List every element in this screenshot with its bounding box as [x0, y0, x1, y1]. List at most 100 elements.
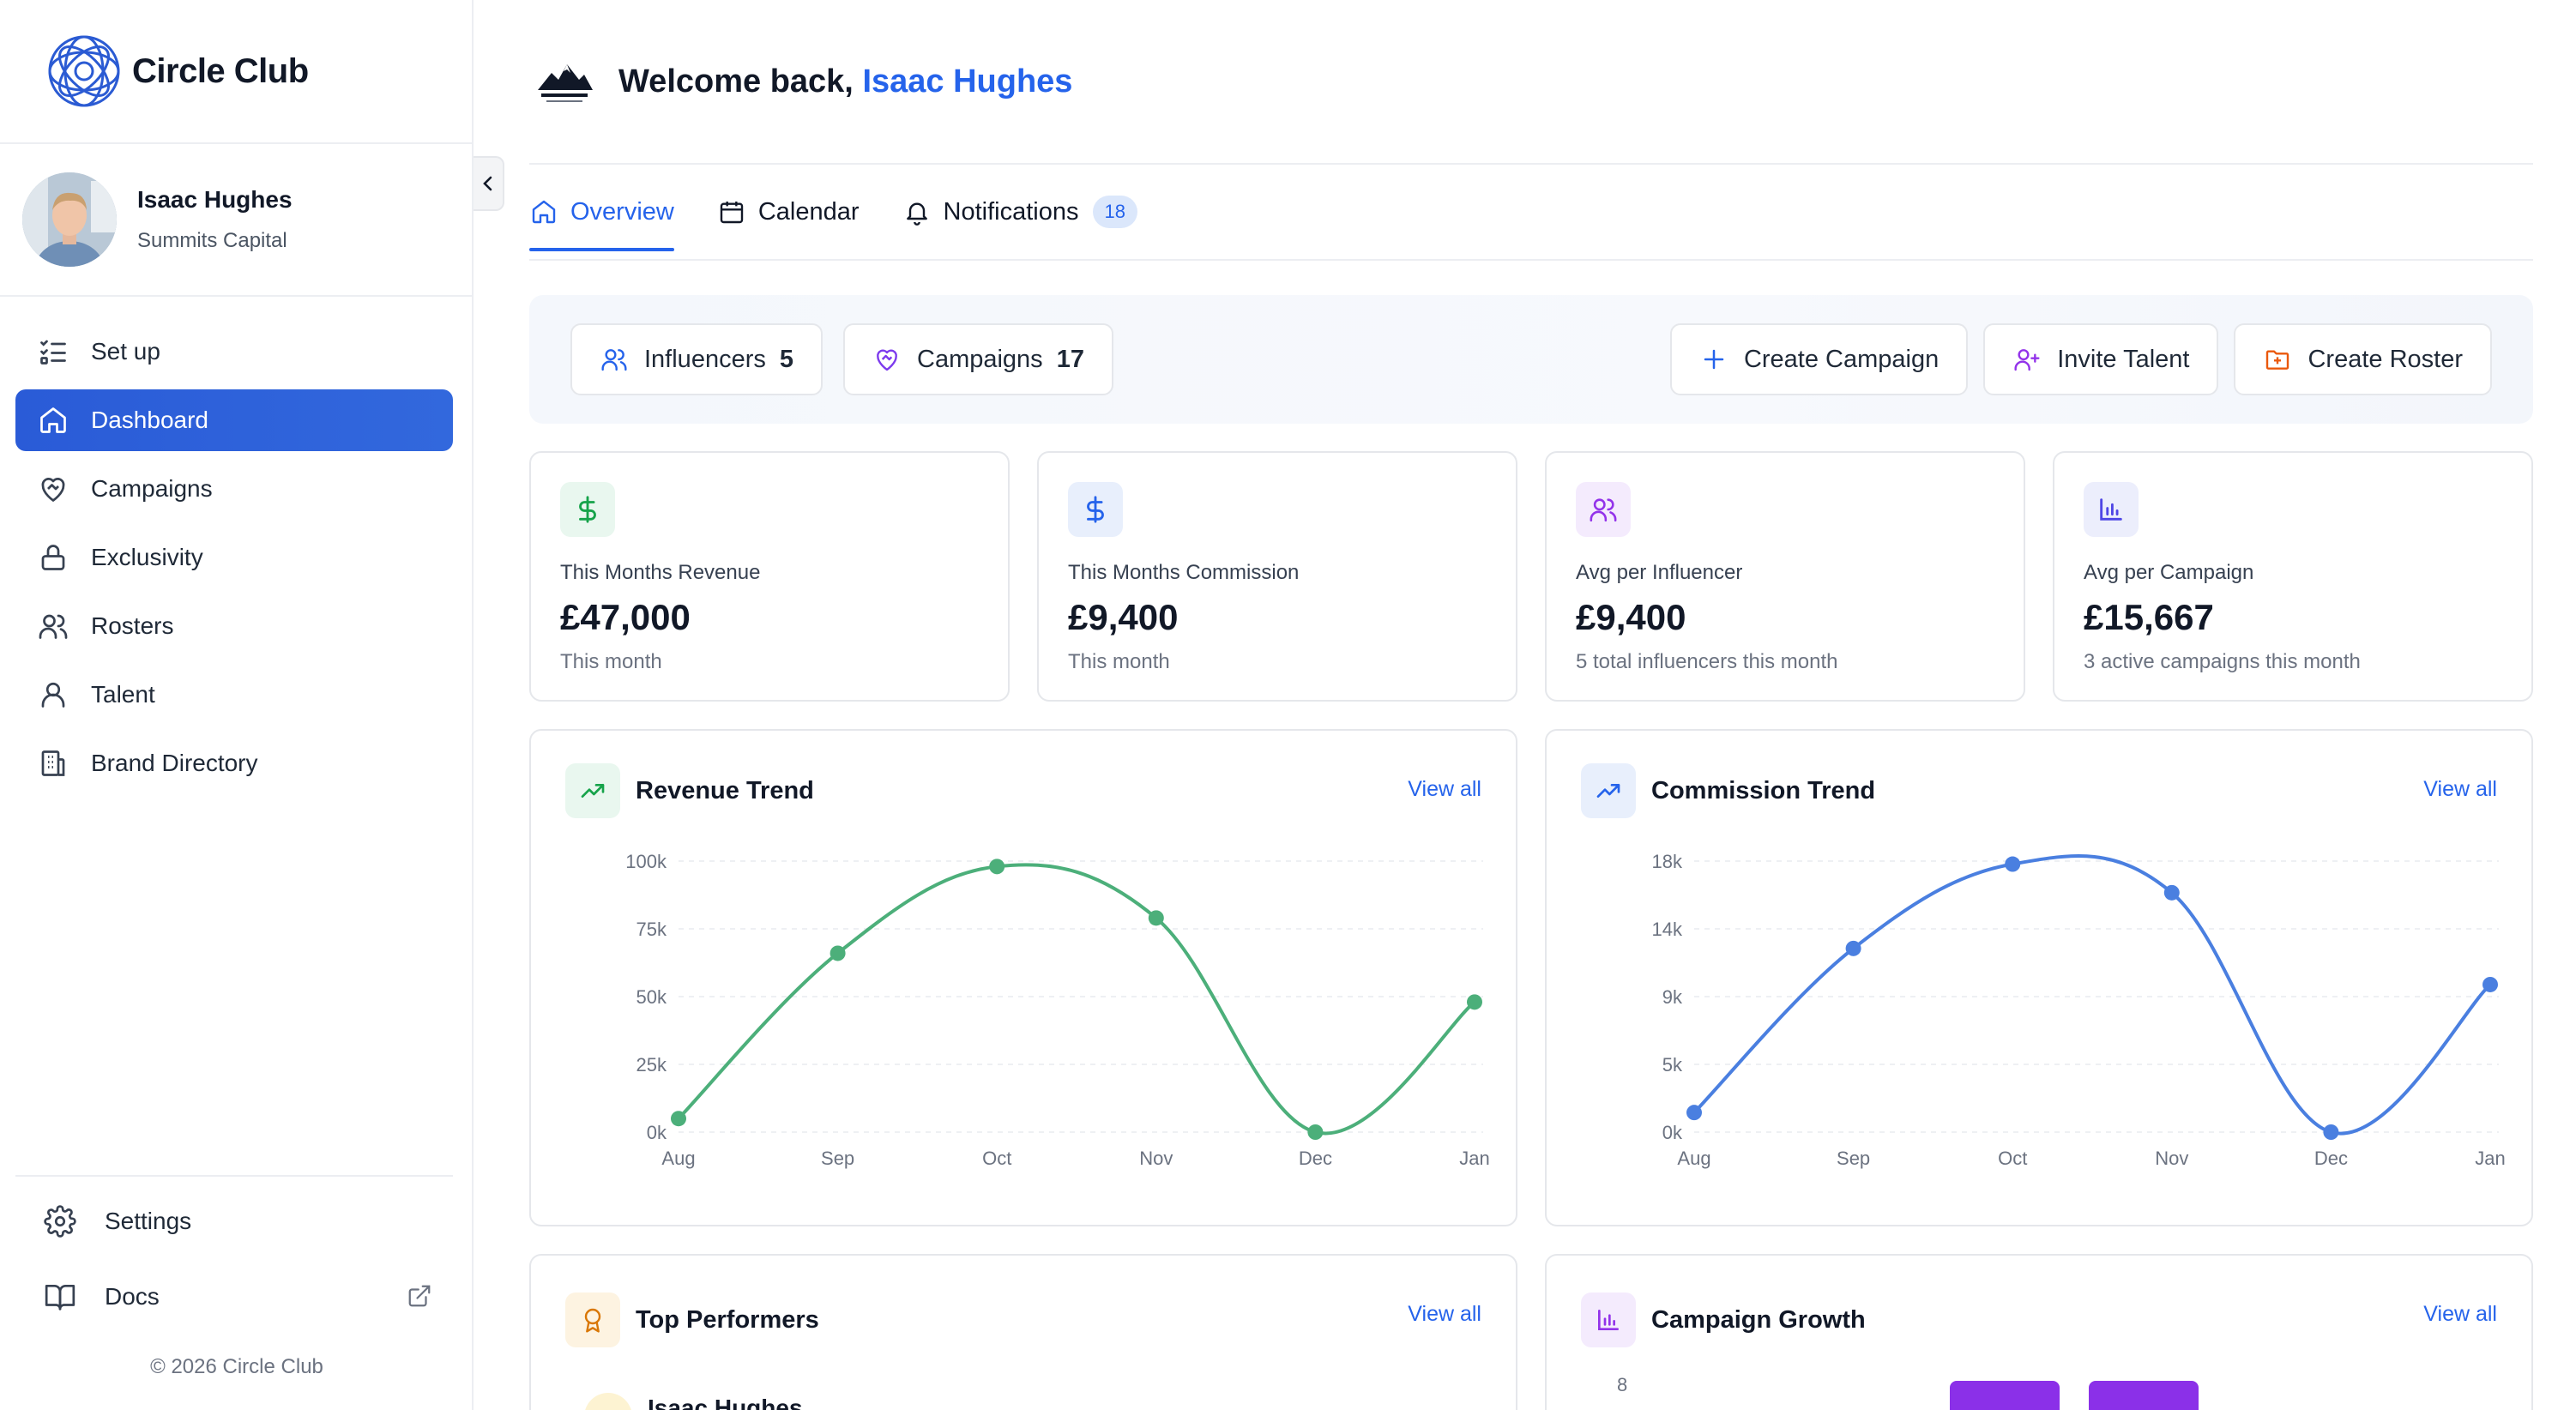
user-icon: [36, 678, 70, 712]
tab-label: Notifications: [943, 197, 1079, 226]
bar-chart-icon: [2084, 482, 2139, 537]
tab-bar: Overview Calendar Notifications 18: [529, 165, 2533, 261]
calendar-icon: [717, 197, 746, 226]
copyright: © 2026 Circle Club: [150, 1355, 323, 1378]
stat-sub: This month: [1068, 650, 1170, 673]
create-campaign-button[interactable]: Create Campaign: [1669, 323, 1969, 395]
trending-up-icon: [1581, 763, 1636, 818]
sidebar-bottom-nav: Settings Docs: [15, 1184, 453, 1335]
sidebar-item-label: Brand Directory: [91, 750, 258, 776]
stat-label: This Months Revenue: [560, 561, 761, 584]
x-tick-label: Dec: [2314, 1148, 2348, 1169]
sidebar-item-label: Set up: [91, 338, 160, 365]
data-point[interactable]: [2163, 884, 2180, 901]
stat-sub: 5 total influencers this month: [1576, 650, 1838, 673]
view-all-link[interactable]: View all: [2423, 1302, 2497, 1326]
sidebar-item-brand-directory[interactable]: Brand Directory: [15, 732, 453, 794]
data-point[interactable]: [2482, 976, 2498, 992]
x-tick-label: Sep: [1837, 1148, 1870, 1169]
revenue-trend-card: Revenue Trend View all 0k 25k 50k 75k 100k Au…: [529, 729, 1517, 1226]
sidebar-item-campaigns[interactable]: Campaigns: [15, 458, 453, 520]
trending-up-icon: [565, 763, 620, 818]
bar: [2089, 1381, 2199, 1410]
page-title: Welcome back, Isaac Hughes: [618, 63, 1072, 100]
stat-card-revenue: This Months Revenue £47,000 This month: [529, 451, 1010, 702]
tab-notifications[interactable]: Notifications 18: [902, 164, 1137, 260]
data-point[interactable]: [1148, 910, 1164, 926]
view-all-link[interactable]: View all: [1408, 1302, 1481, 1326]
y-tick-label: 0k: [1662, 1122, 1683, 1143]
data-point[interactable]: [1307, 1124, 1324, 1140]
rank-badge: [584, 1393, 632, 1410]
lock-icon: [36, 540, 70, 575]
y-tick-label: 18k: [1652, 851, 1683, 872]
award-icon: [565, 1292, 620, 1347]
sidebar-item-dashboard[interactable]: Dashboard: [15, 389, 453, 451]
series-line: [677, 863, 1476, 1136]
data-point[interactable]: [1467, 994, 1482, 1010]
logo[interactable]: Circle Club: [0, 0, 472, 144]
heart-handshake-icon: [872, 345, 902, 374]
performer-name: Isaac Hughes: [648, 1395, 803, 1410]
collapse-sidebar-button[interactable]: [474, 156, 504, 211]
y-tick-label: 25k: [636, 1054, 667, 1076]
campaign-growth-card: Campaign Growth View all 8: [1545, 1254, 2533, 1410]
heart-handshake-icon: [36, 472, 70, 506]
sidebar-item-setup[interactable]: Set up: [15, 321, 453, 383]
pill-label: Influencers: [644, 345, 766, 373]
action-bar: Influencers 5 Campaigns 17 Create Campai…: [529, 295, 2533, 424]
list-item[interactable]: Isaac Hughes: [584, 1393, 803, 1410]
sidebar-item-settings[interactable]: Settings: [15, 1184, 453, 1259]
stat-value: £47,000: [560, 597, 691, 637]
sidebar-item-label: Settings: [105, 1208, 192, 1234]
data-point[interactable]: [2005, 856, 2021, 872]
data-point[interactable]: [2323, 1124, 2339, 1140]
tab-calendar[interactable]: Calendar: [717, 164, 860, 260]
data-point[interactable]: [1845, 940, 1861, 956]
tab-overview[interactable]: Overview: [529, 164, 674, 260]
data-point[interactable]: [830, 945, 846, 961]
campaigns-count-button[interactable]: Campaigns 17: [843, 323, 1113, 395]
y-tick-label: 8: [1617, 1374, 1628, 1395]
sidebar-item-talent[interactable]: Talent: [15, 664, 453, 726]
invite-talent-button[interactable]: Invite Talent: [1983, 323, 2219, 395]
data-point[interactable]: [989, 859, 1005, 875]
stat-card-commission: This Months Commission £9,400 This month: [1037, 451, 1517, 702]
sidebar-item-exclusivity[interactable]: Exclusivity: [15, 527, 453, 588]
circle-club-logo-icon: [48, 35, 120, 107]
create-roster-button[interactable]: Create Roster: [2234, 323, 2492, 395]
x-tick-label: Nov: [1139, 1148, 1173, 1169]
stat-label: Avg per Influencer: [1576, 561, 1743, 584]
influencers-count-button[interactable]: Influencers 5: [570, 323, 823, 395]
x-tick-label: Oct: [982, 1148, 1011, 1169]
bar: [1950, 1381, 2060, 1410]
x-tick-label: Aug: [1677, 1148, 1710, 1169]
y-tick-label: 5k: [1662, 1054, 1683, 1076]
plus-icon: [1699, 345, 1728, 374]
sidebar: Circle Club Isaac Hughes Summits Capital…: [0, 0, 474, 1410]
main-content: Welcome back, Isaac Hughes Overview Cale…: [529, 0, 2533, 1410]
user-profile[interactable]: Isaac Hughes Summits Capital: [0, 144, 472, 297]
button-label: Invite Talent: [2057, 345, 2190, 373]
view-all-link[interactable]: View all: [1408, 777, 1481, 801]
sidebar-item-rosters[interactable]: Rosters: [15, 595, 453, 657]
card-title: Top Performers: [636, 1305, 819, 1334]
sidebar-item-label: Dashboard: [91, 407, 208, 433]
folder-plus-icon: [2263, 345, 2292, 374]
data-point[interactable]: [1686, 1105, 1702, 1121]
x-tick-label: Aug: [661, 1148, 695, 1169]
y-tick-label: 50k: [636, 986, 667, 1008]
welcome-text: Welcome back,: [618, 63, 854, 99]
sidebar-item-label: Rosters: [91, 612, 174, 639]
data-point[interactable]: [671, 1111, 686, 1127]
x-tick-label: Nov: [2155, 1148, 2188, 1169]
stat-card-avg-influencer: Avg per Influencer £9,400 5 total influe…: [1545, 451, 2025, 702]
x-tick-label: Jan: [2475, 1148, 2505, 1169]
sidebar-nav: Set up Dashboard Campaigns Exclusivity R…: [15, 321, 453, 801]
sidebar-item-docs[interactable]: Docs: [15, 1259, 453, 1335]
notifications-badge: 18: [1092, 196, 1137, 228]
bar-chart-icon: [1581, 1292, 1636, 1347]
view-all-link[interactable]: View all: [2423, 777, 2497, 801]
stat-sub: 3 active campaigns this month: [2084, 650, 2361, 673]
y-tick-label: 75k: [636, 919, 667, 940]
